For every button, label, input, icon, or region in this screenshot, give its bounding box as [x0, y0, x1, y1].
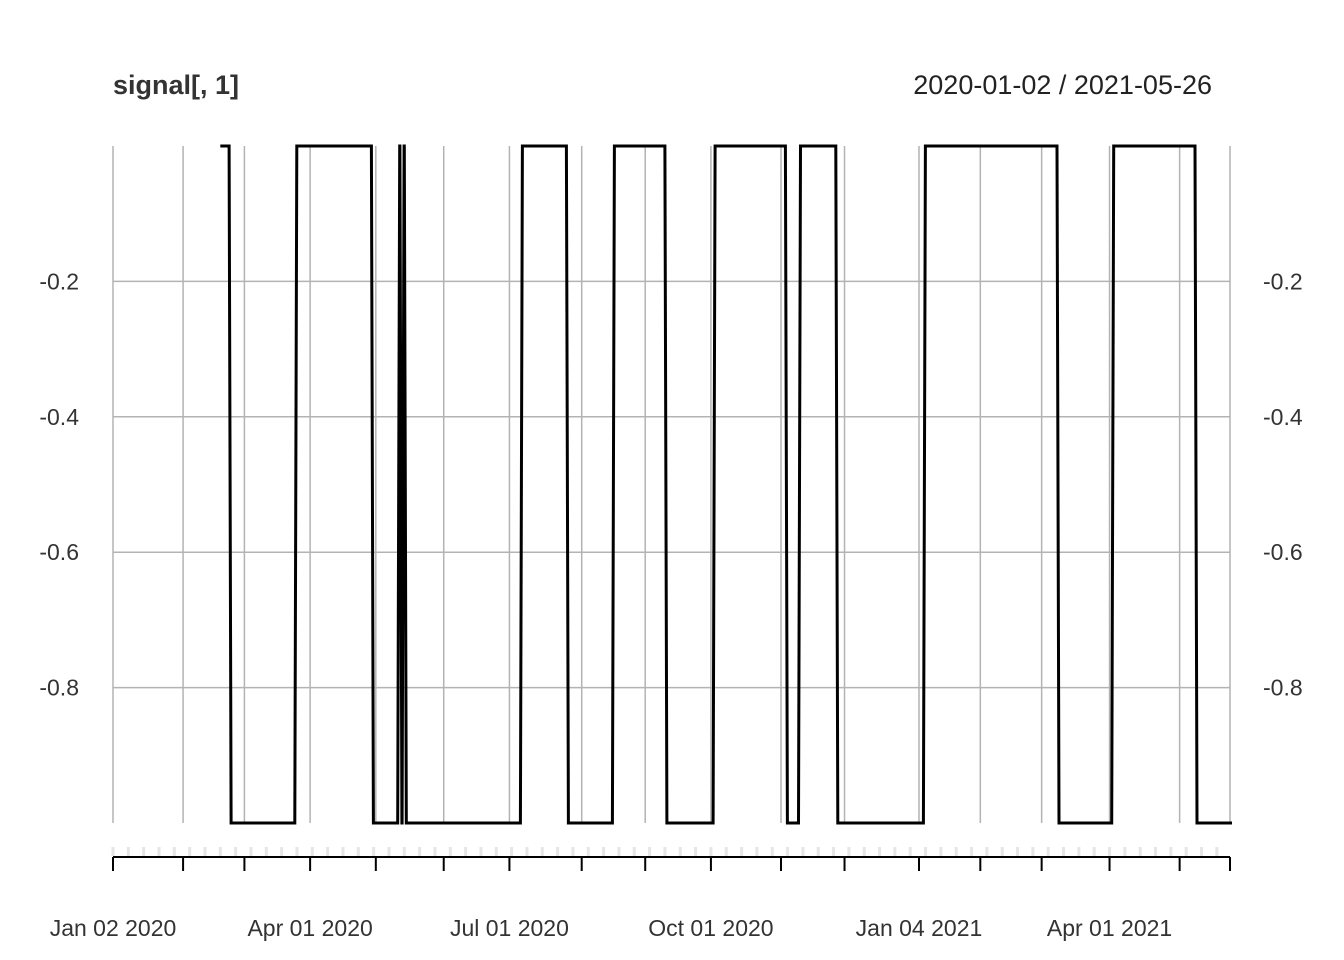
y-tick-label-right: -0.4: [1263, 404, 1303, 430]
x-tick-label: Jan 04 2021: [856, 915, 983, 941]
x-axis: Jan 02 2020 Apr 01 2020 Jul 01 2020 Oct 01 …: [50, 847, 1231, 941]
y-tick-label-left: -0.4: [39, 404, 79, 430]
y-axis-labels: -0.2 -0.2 -0.4 -0.4 -0.6 -0.6 -0.8 -0.8: [39, 268, 1302, 700]
chart-title: signal[, 1]: [113, 70, 240, 100]
date-range-label: 2020-01-02 / 2021-05-26: [913, 70, 1212, 100]
y-tick-label-left: -0.8: [39, 675, 79, 701]
x-tick-label: Jul 01 2020: [450, 915, 569, 941]
y-tick-label-right: -0.2: [1263, 268, 1303, 294]
grid: [112, 146, 1231, 823]
x-tick-label: Apr 01 2021: [1047, 915, 1172, 941]
x-tick-label: Jan 02 2020: [50, 915, 177, 941]
x-tick-label: Oct 01 2020: [648, 915, 773, 941]
series-layer: [220, 144, 1232, 825]
y-tick-label-left: -0.2: [39, 268, 79, 294]
y-tick-label-right: -0.6: [1263, 539, 1303, 565]
y-tick-label-left: -0.6: [39, 539, 79, 565]
x-tick-label: Apr 01 2020: [247, 915, 372, 941]
y-tick-label-right: -0.8: [1263, 675, 1303, 701]
series-line: [220, 144, 1232, 825]
